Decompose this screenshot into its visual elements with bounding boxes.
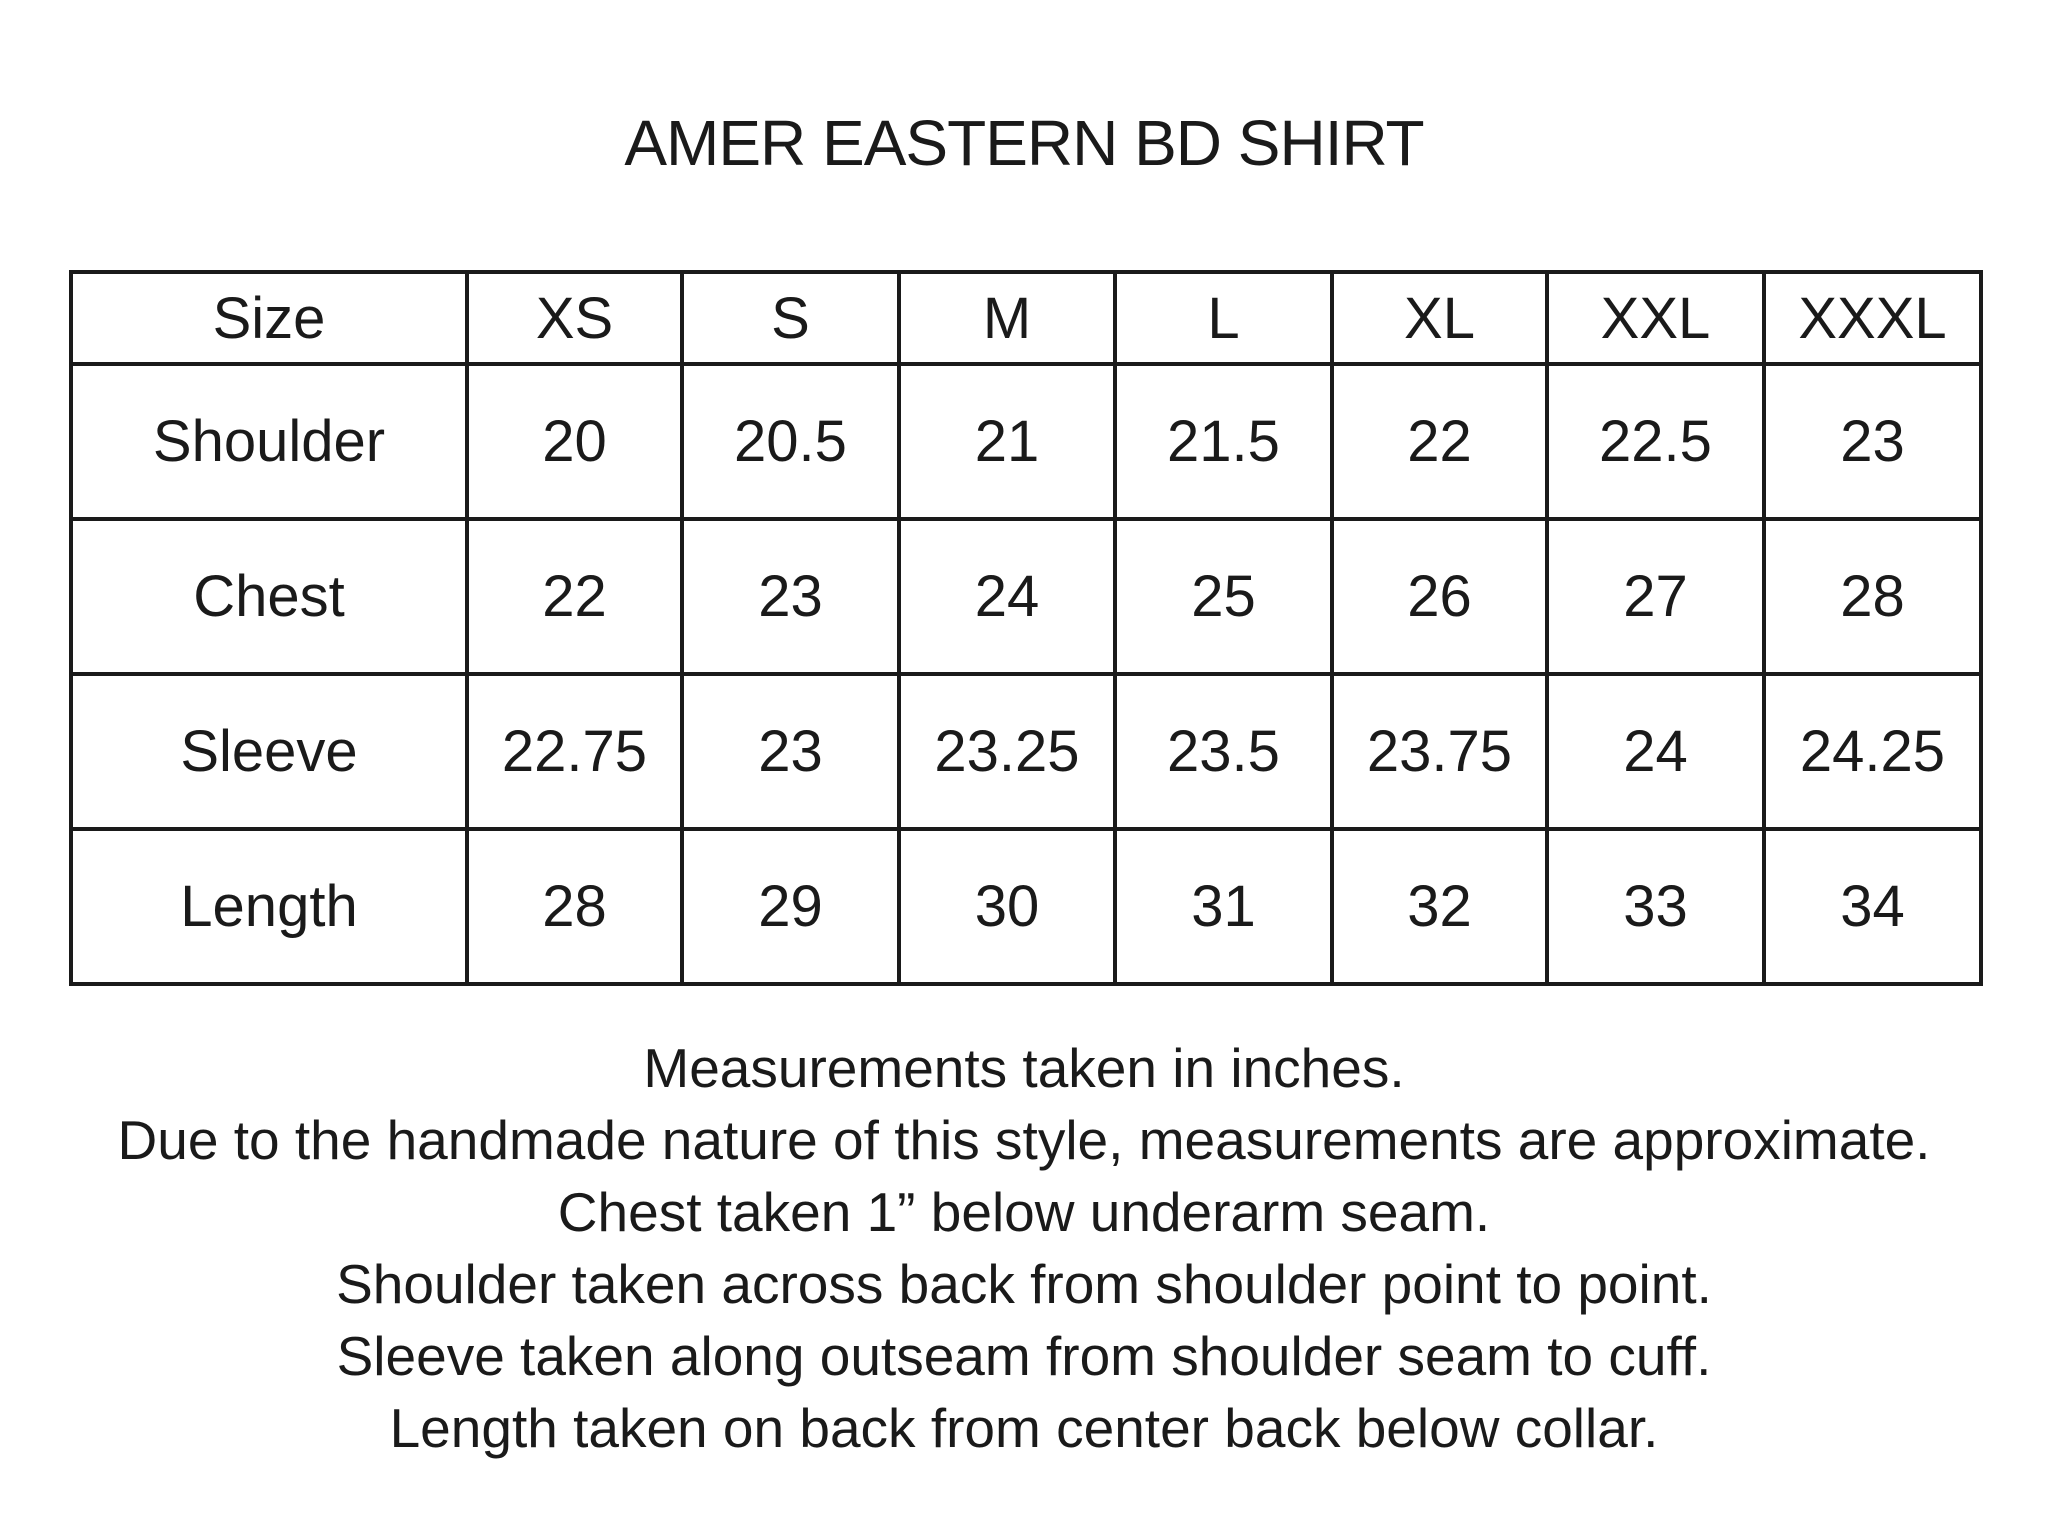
note-line: Measurements taken in inches.: [643, 1037, 1405, 1099]
size-column-header: XXXL: [1762, 270, 1983, 366]
size-chart-table: Size XS S M L XL XXL XXXL Shoulder 20 20.5 21 21.5 22…: [69, 270, 1983, 986]
measurement-cell: 24.25: [1762, 672, 1983, 831]
measurement-cell: 24: [897, 517, 1117, 676]
measurement-cell: 27: [1545, 517, 1766, 676]
measurement-cell: 22: [1330, 362, 1549, 521]
measurement-cell: 25: [1113, 517, 1334, 676]
row-label: Chest: [69, 517, 469, 676]
note-line: Sleeve taken along outseam from shoulder…: [336, 1325, 1712, 1387]
table-row: Chest 22 23 24 25 26 27 28: [69, 517, 1983, 676]
measurement-cell: 23.5: [1113, 672, 1334, 831]
measurement-cell: 23: [680, 672, 901, 831]
measurement-cell: 22.5: [1545, 362, 1766, 521]
row-label: Sleeve: [69, 672, 469, 831]
note-line: Length taken on back from center back be…: [389, 1397, 1659, 1459]
note-line: Due to the handmade nature of this style…: [117, 1109, 1931, 1171]
measurement-cell: 23.25: [897, 672, 1117, 831]
measurement-cell: 22: [465, 517, 684, 676]
measurement-cell: 33: [1545, 827, 1766, 986]
measurement-cell: 21.5: [1113, 362, 1334, 521]
note-line: Shoulder taken across back from shoulder…: [336, 1253, 1712, 1315]
note-line: Chest taken 1” below underarm seam.: [557, 1181, 1491, 1243]
size-column-header: XXL: [1545, 270, 1766, 366]
table-row: Sleeve 22.75 23 23.25 23.5 23.75 24 24.25: [69, 672, 1983, 831]
size-column-header: XS: [465, 270, 684, 366]
row-label: Length: [69, 827, 469, 986]
measurement-cell: 34: [1762, 827, 1983, 986]
measurement-cell: 28: [1762, 517, 1983, 676]
measurement-cell: 22.75: [465, 672, 684, 831]
measurement-cell: 26: [1330, 517, 1549, 676]
table-row: Shoulder 20 20.5 21 21.5 22 22.5 23: [69, 362, 1983, 521]
size-column-header: L: [1113, 270, 1334, 366]
measurement-cell: 30: [897, 827, 1117, 986]
page-title: AMER EASTERN BD SHIRT: [624, 107, 1424, 179]
measurement-cell: 24: [1545, 672, 1766, 831]
size-column-header: XL: [1330, 270, 1549, 366]
header-row: Size XS S M L XL XXL XXXL: [69, 270, 1983, 366]
measurement-cell: 21: [897, 362, 1117, 521]
measurement-cell: 32: [1330, 827, 1549, 986]
measurement-cell: 31: [1113, 827, 1334, 986]
measurement-cell: 23: [680, 517, 901, 676]
size-header-cell: Size: [69, 270, 469, 366]
measurement-cell: 20: [465, 362, 684, 521]
measurement-notes: Measurements taken in inches. Due to the …: [0, 1032, 2048, 1464]
measurement-cell: 23: [1762, 362, 1983, 521]
measurement-cell: 23.75: [1330, 672, 1549, 831]
measurement-cell: 20.5: [680, 362, 901, 521]
measurement-cell: 29: [680, 827, 901, 986]
row-label: Shoulder: [69, 362, 469, 521]
size-column-header: S: [680, 270, 901, 366]
size-column-header: M: [897, 270, 1117, 366]
table-row: Length 28 29 30 31 32 33 34: [69, 827, 1983, 986]
measurement-cell: 28: [465, 827, 684, 986]
